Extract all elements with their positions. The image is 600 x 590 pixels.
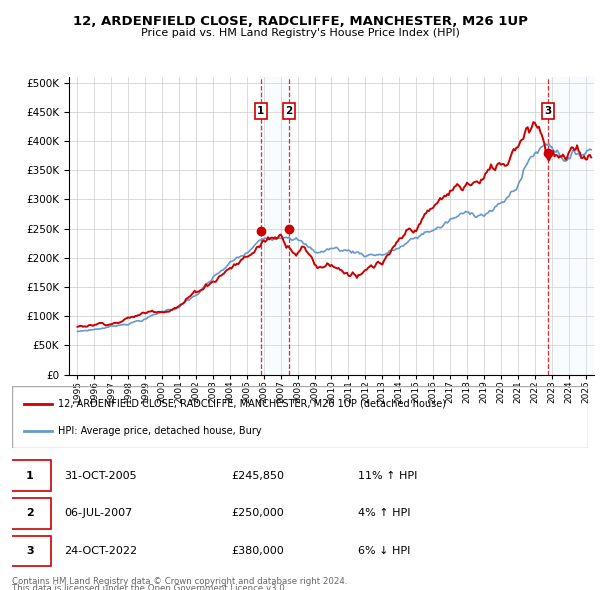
Text: Contains HM Land Registry data © Crown copyright and database right 2024.: Contains HM Land Registry data © Crown c… <box>12 577 347 586</box>
Text: 4% ↑ HPI: 4% ↑ HPI <box>358 509 410 518</box>
Text: 1: 1 <box>257 106 265 116</box>
Text: 2: 2 <box>26 509 34 518</box>
Text: 2: 2 <box>286 106 293 116</box>
FancyBboxPatch shape <box>9 536 50 566</box>
Text: 6% ↓ HPI: 6% ↓ HPI <box>358 546 410 556</box>
Text: This data is licensed under the Open Government Licence v3.0.: This data is licensed under the Open Gov… <box>12 584 287 590</box>
Text: 12, ARDENFIELD CLOSE, RADCLIFFE, MANCHESTER, M26 1UP (detached house): 12, ARDENFIELD CLOSE, RADCLIFFE, MANCHES… <box>58 399 446 409</box>
Text: £250,000: £250,000 <box>231 509 284 518</box>
Text: 11% ↑ HPI: 11% ↑ HPI <box>358 471 417 480</box>
Text: £245,850: £245,850 <box>231 471 284 480</box>
Text: 06-JUL-2007: 06-JUL-2007 <box>64 509 132 518</box>
Text: 1: 1 <box>26 471 34 480</box>
Text: £380,000: £380,000 <box>231 546 284 556</box>
Text: HPI: Average price, detached house, Bury: HPI: Average price, detached house, Bury <box>58 426 262 436</box>
Text: Price paid vs. HM Land Registry's House Price Index (HPI): Price paid vs. HM Land Registry's House … <box>140 28 460 38</box>
Text: 24-OCT-2022: 24-OCT-2022 <box>64 546 137 556</box>
Bar <box>547 77 594 375</box>
Text: 12, ARDENFIELD CLOSE, RADCLIFFE, MANCHESTER, M26 1UP: 12, ARDENFIELD CLOSE, RADCLIFFE, MANCHES… <box>73 15 527 28</box>
Bar <box>260 77 290 375</box>
FancyBboxPatch shape <box>9 460 50 491</box>
Text: 31-OCT-2005: 31-OCT-2005 <box>64 471 136 480</box>
Text: 3: 3 <box>545 106 552 116</box>
Text: 3: 3 <box>26 546 34 556</box>
FancyBboxPatch shape <box>9 498 50 529</box>
